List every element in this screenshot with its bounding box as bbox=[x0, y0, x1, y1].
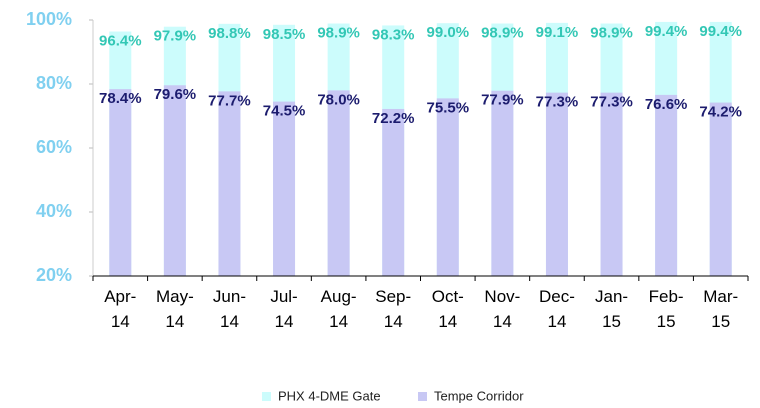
value-label: 77.3% bbox=[536, 94, 579, 111]
value-label: 98.9% bbox=[317, 24, 360, 41]
bar bbox=[163, 85, 186, 276]
bar bbox=[491, 90, 514, 276]
y-tick-label: 20% bbox=[36, 265, 72, 285]
value-label: 74.2% bbox=[699, 104, 742, 121]
x-tick-label-part: Jul- bbox=[270, 287, 297, 306]
x-tick-label: Jan- 15 bbox=[595, 287, 628, 331]
x-tick-label-part: 14 bbox=[493, 312, 512, 331]
value-label: 77.3% bbox=[590, 94, 633, 111]
x-tick-label-part: May- bbox=[156, 287, 194, 306]
x-tick-label-part: 14 bbox=[329, 312, 348, 331]
x-tick-label-part: 14 bbox=[220, 312, 239, 331]
x-tick-label-part: Jun- bbox=[213, 287, 246, 306]
x-tick-label: Feb- 15 bbox=[649, 287, 684, 331]
value-label: 99.0% bbox=[427, 24, 470, 41]
legend-label: PHX 4-DME Gate bbox=[278, 388, 381, 403]
bar bbox=[545, 92, 568, 276]
bar bbox=[273, 101, 296, 276]
x-tick-label-part: Sep- bbox=[375, 287, 411, 306]
value-label: 98.9% bbox=[590, 24, 633, 41]
value-label: 76.6% bbox=[645, 96, 688, 113]
x-tick-label: Jun- 14 bbox=[213, 287, 246, 331]
value-label: 75.5% bbox=[427, 99, 470, 116]
x-tick-label: Mar- 15 bbox=[703, 287, 738, 331]
bar bbox=[709, 102, 732, 276]
value-label: 74.5% bbox=[263, 103, 306, 120]
value-label: 78.4% bbox=[99, 90, 142, 107]
x-tick-label: Oct- 14 bbox=[432, 287, 464, 331]
x-tick-label: Apr- 14 bbox=[104, 287, 136, 331]
bar bbox=[218, 91, 241, 276]
x-tick-label-part: Dec- bbox=[539, 287, 575, 306]
x-tick-label: May- 14 bbox=[156, 287, 194, 331]
bar bbox=[382, 108, 405, 277]
value-label: 96.4% bbox=[99, 32, 142, 49]
value-label: 77.7% bbox=[208, 92, 251, 109]
x-tick-label-part: 14 bbox=[165, 312, 184, 331]
value-label: 79.6% bbox=[154, 86, 197, 103]
x-tick-label-part: Oct- bbox=[432, 287, 464, 306]
y-tick-label: 100% bbox=[26, 9, 72, 29]
value-label: 99.1% bbox=[536, 24, 579, 41]
x-tick-label: Dec- 14 bbox=[539, 287, 575, 331]
value-label: 77.9% bbox=[481, 92, 524, 109]
x-tick-label: Aug- 14 bbox=[321, 287, 357, 331]
x-tick-label: Nov- 14 bbox=[484, 287, 520, 331]
x-tick-label-part: Apr- bbox=[104, 287, 136, 306]
value-label: 98.8% bbox=[208, 25, 251, 42]
legend-swatch bbox=[418, 392, 427, 401]
value-label: 98.9% bbox=[481, 24, 524, 41]
x-tick-label-part: 15 bbox=[657, 312, 676, 331]
legend-label: Tempe Corridor bbox=[434, 388, 524, 403]
value-label: 78.0% bbox=[317, 91, 360, 108]
y-tick-label: 80% bbox=[36, 73, 72, 93]
value-label: 98.5% bbox=[263, 26, 306, 43]
value-label: 99.4% bbox=[645, 23, 688, 40]
x-tick-label-part: Feb- bbox=[649, 287, 684, 306]
x-tick-label-part: 15 bbox=[602, 312, 621, 331]
y-tick-label: 60% bbox=[36, 137, 72, 157]
x-tick-label-part: 15 bbox=[711, 312, 730, 331]
x-tick-label-part: Jan- bbox=[595, 287, 628, 306]
x-tick-label-part: Aug- bbox=[321, 287, 357, 306]
x-tick-label-part: 14 bbox=[384, 312, 403, 331]
x-tick-label-part: Nov- bbox=[484, 287, 520, 306]
bar bbox=[436, 98, 459, 277]
legend-swatch bbox=[262, 392, 271, 401]
x-tick-label-part: Mar- bbox=[703, 287, 738, 306]
bar bbox=[655, 94, 678, 276]
value-label: 97.9% bbox=[154, 28, 197, 45]
value-label: 98.3% bbox=[372, 26, 415, 43]
bar bbox=[600, 92, 623, 276]
value-label: 99.4% bbox=[699, 23, 742, 40]
x-tick-label: Sep- 14 bbox=[375, 287, 411, 331]
x-tick-label: Jul- 14 bbox=[270, 287, 297, 331]
y-tick-label: 40% bbox=[36, 201, 72, 221]
x-tick-label-part: 14 bbox=[547, 312, 566, 331]
value-label: 72.2% bbox=[372, 110, 415, 127]
bar bbox=[327, 90, 350, 277]
x-tick-label-part: 14 bbox=[111, 312, 130, 331]
bar bbox=[109, 89, 132, 277]
x-tick-label-part: 14 bbox=[275, 312, 294, 331]
x-tick-label-part: 14 bbox=[438, 312, 457, 331]
